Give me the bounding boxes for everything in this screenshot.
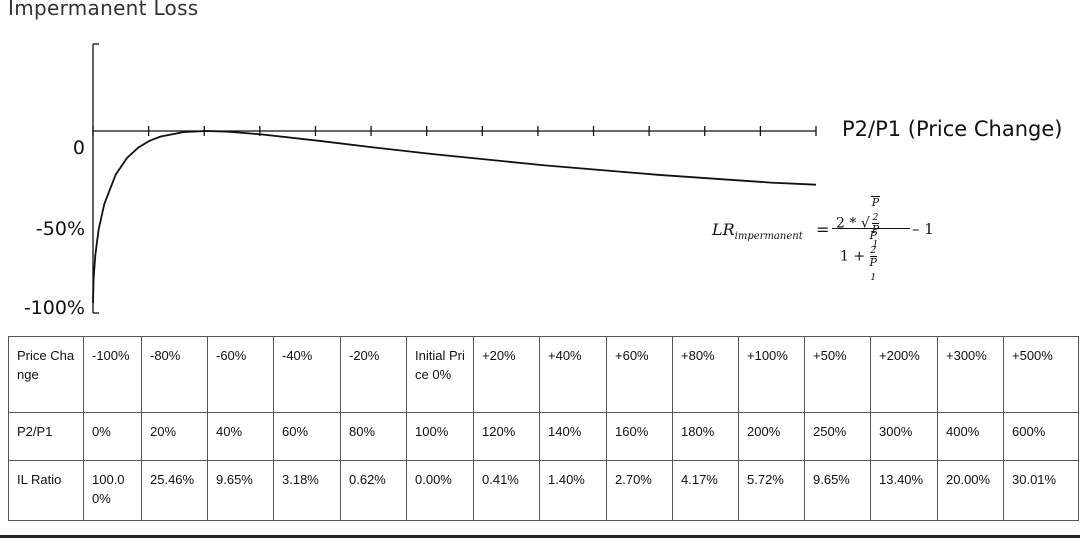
table-cell: +60% (606, 336, 673, 413)
table-cell: +20% (473, 336, 540, 413)
table-cell: 200% (738, 412, 805, 461)
table-cell: 9.65% (804, 460, 871, 521)
y-tick-label: -50% (36, 218, 85, 240)
y-tick-label: -100% (24, 297, 85, 319)
table-cell: 120% (473, 412, 540, 461)
table-cell: +40% (539, 336, 607, 413)
table-cell: 100% (406, 412, 474, 461)
page-title: Impermanent Loss (8, 0, 199, 20)
row-header-cell: IL Ratio (8, 460, 84, 521)
table-cell: 30.01% (1003, 460, 1079, 521)
table-cell: 140% (539, 412, 607, 461)
table-cell: 100.00% (83, 460, 142, 521)
table-cell: 9.65% (207, 460, 274, 521)
il-ratio-row: IL Ratio 100.00% 25.46% 9.65% 3.18% 0.62% 0.00… (8, 460, 1079, 521)
row-header-cell: P2/P1 (8, 412, 84, 461)
table-cell: +500% (1003, 336, 1079, 413)
p2p1-row: P2/P1 0% 20% 40% 60% 80% 100% 120% 140% 160% 180% 2… (8, 412, 1079, 461)
row-header-cell: Price Change (8, 336, 84, 413)
table-cell: 13.40% (870, 460, 938, 521)
table-cell: 160% (606, 412, 673, 461)
table-cell: 250% (804, 412, 871, 461)
table-cell: 180% (672, 412, 739, 461)
formula-minus-one: – 1 (912, 220, 934, 238)
table-cell: +50% (804, 336, 871, 413)
table-cell: 40% (207, 412, 274, 461)
table-cell: 20% (141, 412, 208, 461)
table-cell: -80% (141, 336, 208, 413)
formula-fraction-bar (832, 228, 910, 229)
table-cell: 20.00% (937, 460, 1004, 521)
table-cell: 0% (83, 412, 142, 461)
il-table: Price Change -100% -80% -60% -40% -20% Initial… (8, 336, 1079, 521)
table-cell: 60% (273, 412, 341, 461)
x-axis-label: P2/P1 (Price Change) (842, 117, 1063, 141)
table-cell: +200% (870, 336, 938, 413)
table-cell: 3.18% (273, 460, 341, 521)
table-cell: 4.17% (672, 460, 739, 521)
table-cell: 400% (937, 412, 1004, 461)
table-cell: 2.70% (606, 460, 673, 521)
bottom-border (0, 535, 1080, 538)
formula-lhs: LRimpermanent (712, 220, 803, 243)
table-cell: +300% (937, 336, 1004, 413)
price-change-row: Price Change -100% -80% -60% -40% -20% Initial… (8, 336, 1079, 413)
formula-numerator: 2 * √ P 2 P 1 (836, 196, 881, 251)
table-cell: 300% (870, 412, 938, 461)
table-cell: 25.46% (141, 460, 208, 521)
il-curve-line (92, 130, 817, 304)
table-cell: -40% (273, 336, 341, 413)
table-cell: -100% (83, 336, 142, 413)
table-cell: 1.40% (539, 460, 607, 521)
y-tick-label: 0 (73, 137, 85, 159)
table-cell: -20% (340, 336, 407, 413)
formula-equals: = (816, 220, 830, 239)
table-cell: 80% (340, 412, 407, 461)
table-cell: -60% (207, 336, 274, 413)
table-cell: +100% (738, 336, 805, 413)
table-cell: +80% (672, 336, 739, 413)
table-cell: 0.62% (340, 460, 407, 521)
table-cell: 600% (1003, 412, 1079, 461)
table-cell: 0.41% (473, 460, 540, 521)
table-cell: Initial Price 0% (406, 336, 474, 413)
table-cell: 0.00% (406, 460, 474, 521)
table-cell: 5.72% (738, 460, 805, 521)
il-chart: 0 -50% -100% P2/P1 (Price Change) (24, 43, 1063, 319)
